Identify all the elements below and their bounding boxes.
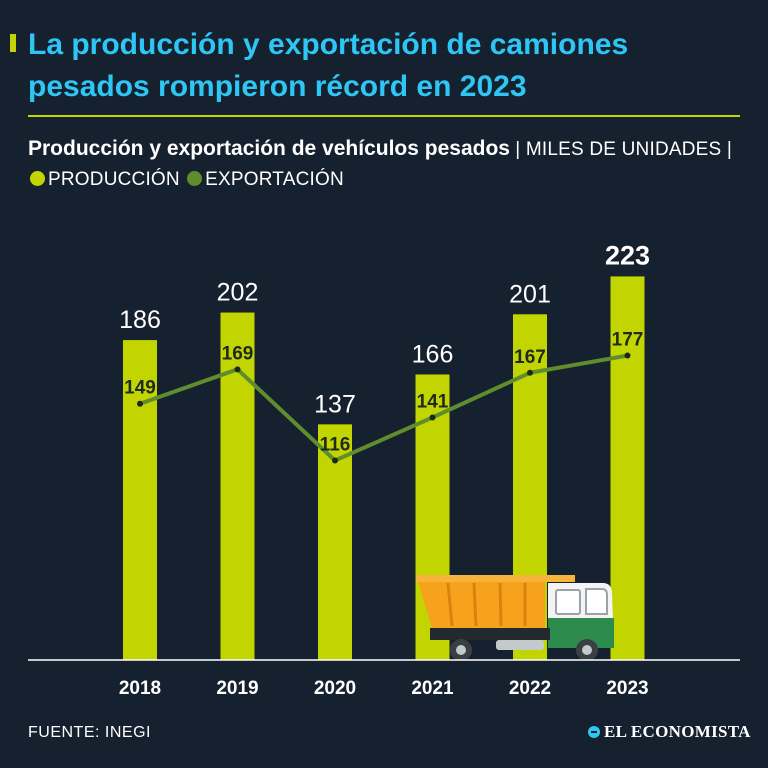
truck-dump-rim — [416, 575, 575, 582]
x-tick-2018: 2018 — [119, 678, 161, 699]
truck-illustration — [416, 575, 614, 661]
unit-label: | MILES DE UNIDADES | — [515, 139, 733, 160]
production-label-2019: 202 — [217, 279, 259, 307]
export-point-2021 — [429, 414, 436, 421]
brand-name: EL ECONOMISTA — [604, 722, 751, 741]
production-label-2022: 201 — [509, 280, 551, 308]
truck-dump-ribs — [446, 582, 527, 627]
legend-export-label: EXPORTACIÓN — [205, 169, 344, 190]
brand-logo: EL ECONOMISTA — [588, 722, 751, 742]
production-label-2018: 186 — [119, 306, 161, 334]
data-labels: 186 202 137 166 201 223 149 169 116 141 167 177 — [119, 240, 650, 455]
export-series-line — [139, 353, 628, 463]
source-note: FUENTE: INEGI — [28, 724, 151, 741]
production-bar-2023 — [610, 276, 645, 660]
x-tick-2022: 2022 — [509, 678, 551, 699]
production-bar-2020 — [318, 424, 352, 660]
headline-divider — [28, 115, 740, 117]
production-label-2023: 223 — [605, 240, 650, 270]
export-point-2019 — [234, 366, 241, 373]
export-label-2021: 141 — [417, 391, 449, 412]
chart-subtitle: Producción y exportación de vehículos pe… — [28, 134, 748, 195]
export-label-2019: 169 — [222, 343, 254, 364]
export-point-2018 — [137, 400, 143, 407]
production-bar-2018 — [123, 340, 157, 660]
truck-windshield — [585, 588, 608, 615]
export-label-2020: 116 — [320, 434, 351, 455]
export-point-2022 — [527, 369, 533, 376]
truck-chassis — [430, 628, 550, 640]
x-tick-2021: 2021 — [411, 678, 454, 699]
production-label-2021: 166 — [412, 340, 454, 368]
truck-side-window — [555, 589, 581, 615]
truck-cab-stripe — [548, 618, 614, 648]
legend-export-swatch — [187, 171, 203, 186]
export-label-2018: 149 — [124, 378, 156, 399]
x-tick-2019: 2019 — [216, 678, 258, 699]
export-point-2020 — [332, 457, 338, 464]
headline-accent-bar — [10, 34, 16, 52]
legend-production-label: PRODUCCIÓN — [48, 169, 180, 190]
x-tick-2020: 2020 — [314, 678, 356, 699]
export-point-2023 — [624, 352, 631, 359]
legend-production-swatch — [30, 171, 45, 186]
production-bar-2019 — [220, 312, 255, 660]
chart-title: Producción y exportación de vehículos pe… — [28, 137, 510, 160]
headline: La producción y exportación de camiones … — [28, 28, 629, 103]
brand-icon — [588, 726, 600, 738]
export-label-2022: 167 — [514, 347, 546, 368]
production-label-2020: 137 — [314, 390, 356, 418]
export-label-2023: 177 — [612, 330, 644, 351]
x-axis-ticks: 2018 2019 2020 2021 2022 2023 — [119, 678, 649, 699]
truck-fuel-tank — [496, 640, 544, 650]
export-line — [137, 352, 631, 464]
x-tick-2023: 2023 — [606, 678, 648, 699]
